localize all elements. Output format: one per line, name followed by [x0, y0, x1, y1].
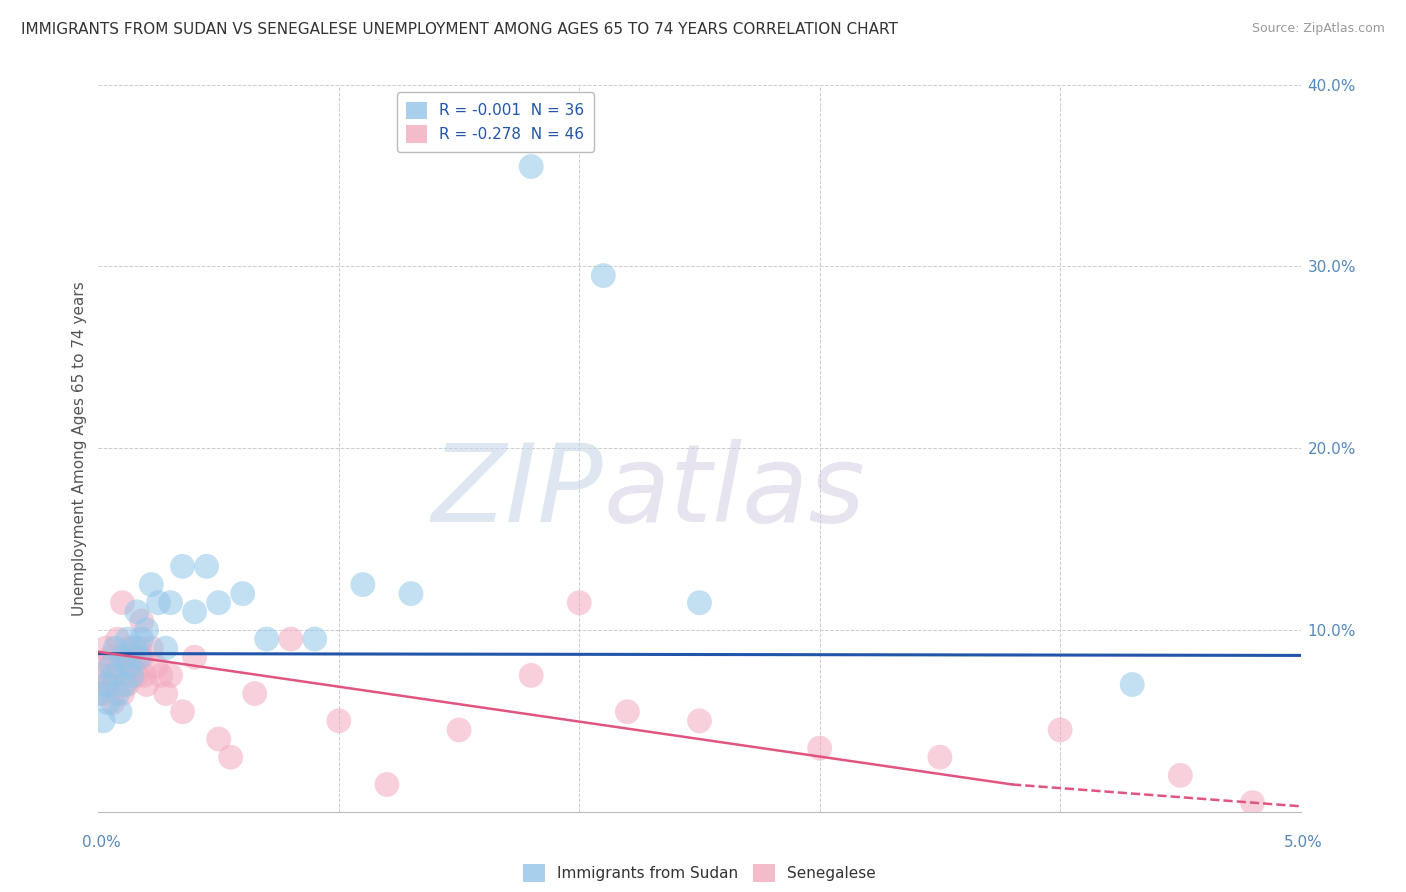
Point: [135, 677, 157, 691]
Point: [1121, 677, 1143, 691]
Text: IMMIGRANTS FROM SUDAN VS SENEGALESE UNEMPLOYMENT AMONG AGES 65 TO 74 YEARS CORRE: IMMIGRANTS FROM SUDAN VS SENEGALESE UNEM…: [21, 22, 898, 37]
Point: [91, 687, 114, 701]
Point: [104, 641, 127, 656]
Point: [121, 659, 143, 673]
Point: [155, 687, 177, 701]
Point: [108, 705, 131, 719]
Point: [183, 605, 205, 619]
Point: [208, 596, 231, 610]
Point: [100, 650, 122, 665]
Y-axis label: Unemployment Among Ages 65 to 74 years: Unemployment Among Ages 65 to 74 years: [72, 281, 87, 615]
Point: [117, 677, 139, 691]
Point: [1241, 796, 1264, 810]
Point: [172, 559, 194, 574]
Point: [94, 677, 117, 691]
Point: [101, 668, 124, 682]
Point: [1049, 723, 1071, 737]
Point: [232, 587, 254, 601]
Point: [328, 714, 350, 728]
Point: [87, 687, 110, 701]
Point: [172, 705, 194, 719]
Text: atlas: atlas: [603, 440, 865, 544]
Text: 5.0%: 5.0%: [1284, 836, 1323, 850]
Point: [148, 596, 170, 610]
Legend: Immigrants from Sudan, Senegalese: Immigrants from Sudan, Senegalese: [517, 858, 882, 888]
Point: [101, 696, 124, 710]
Point: [121, 668, 143, 682]
Point: [118, 659, 141, 673]
Point: [124, 650, 146, 665]
Point: [124, 641, 146, 656]
Point: [568, 596, 591, 610]
Point: [256, 632, 278, 646]
Point: [155, 641, 177, 656]
Point: [131, 614, 153, 628]
Point: [131, 650, 153, 665]
Point: [111, 650, 134, 665]
Point: [520, 160, 543, 174]
Point: [159, 596, 181, 610]
Point: [159, 668, 181, 682]
Point: [128, 641, 150, 656]
Point: [131, 632, 153, 646]
Point: [91, 714, 114, 728]
Point: [114, 677, 136, 691]
Point: [94, 641, 117, 656]
Point: [107, 632, 129, 646]
Point: [117, 632, 139, 646]
Point: [592, 268, 614, 283]
Point: [107, 687, 129, 701]
Point: [128, 650, 150, 665]
Point: [447, 723, 470, 737]
Point: [141, 641, 163, 656]
Point: [97, 677, 120, 691]
Point: [114, 650, 136, 665]
Point: [520, 668, 543, 682]
Point: [108, 659, 131, 673]
Point: [100, 659, 122, 673]
Point: [304, 632, 326, 646]
Point: [132, 668, 155, 682]
Point: [208, 731, 231, 746]
Point: [125, 668, 148, 682]
Text: ZIP: ZIP: [432, 440, 603, 544]
Point: [219, 750, 242, 764]
Point: [125, 605, 148, 619]
Point: [149, 668, 172, 682]
Text: Source: ZipAtlas.com: Source: ZipAtlas.com: [1251, 22, 1385, 36]
Point: [195, 559, 218, 574]
Point: [808, 741, 831, 756]
Point: [399, 587, 422, 601]
Point: [689, 596, 711, 610]
Point: [280, 632, 302, 646]
Point: [111, 596, 134, 610]
Point: [352, 577, 374, 591]
Text: 0.0%: 0.0%: [82, 836, 121, 850]
Point: [616, 705, 638, 719]
Point: [135, 623, 157, 637]
Point: [111, 687, 134, 701]
Point: [145, 659, 167, 673]
Point: [243, 687, 266, 701]
Point: [183, 650, 205, 665]
Point: [97, 696, 120, 710]
Point: [929, 750, 952, 764]
Point: [90, 668, 112, 682]
Point: [141, 577, 163, 591]
Point: [87, 659, 110, 673]
Point: [375, 777, 398, 791]
Point: [104, 668, 127, 682]
Point: [118, 641, 141, 656]
Point: [689, 714, 711, 728]
Point: [1170, 768, 1192, 782]
